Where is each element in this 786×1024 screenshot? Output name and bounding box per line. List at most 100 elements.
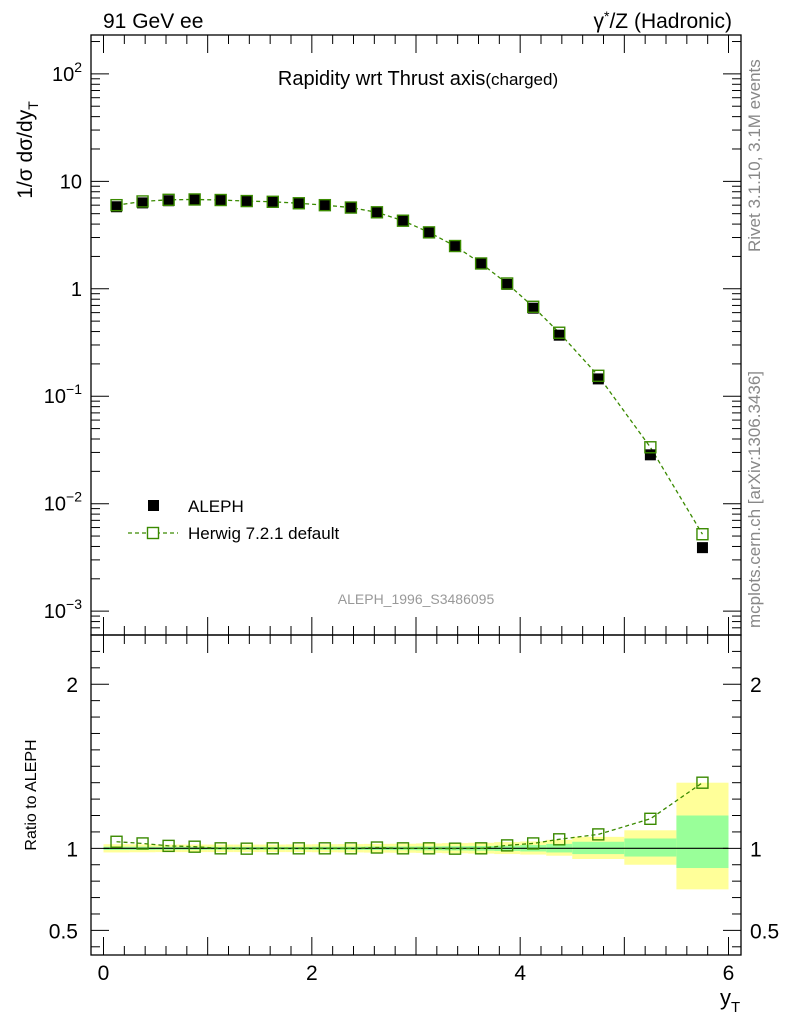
ratio-point <box>292 842 306 855</box>
aleph-point <box>137 197 149 209</box>
ratio-panel: 0.5 0.5 1 1 2 2 0 2 4 6 Ratio to ALEPH yT <box>23 634 779 1016</box>
tick-base: 10 <box>44 494 66 516</box>
herwig-point <box>266 195 279 208</box>
aleph-point <box>553 329 565 341</box>
ratio-point <box>474 842 488 855</box>
herwig-point <box>370 206 384 219</box>
herwig-point <box>696 528 709 541</box>
x-tick-label: 4 <box>514 962 526 985</box>
mcplots-label: mcplots.cern.ch [arXiv:1306.3436] <box>745 371 764 628</box>
tick-base: 10 <box>52 64 74 86</box>
herwig-point <box>592 369 605 382</box>
ratio-point <box>188 840 201 853</box>
ratio-point <box>344 842 358 855</box>
aleph-series <box>111 194 708 554</box>
aleph-point <box>345 202 357 214</box>
tick-base: 10 <box>44 601 66 623</box>
ratio-point <box>396 842 410 855</box>
ratio-point <box>266 842 279 855</box>
herwig-point <box>110 198 123 212</box>
tick-exponent: 2 <box>74 59 82 75</box>
ratio-tick-labels: 0.5 0.5 1 1 2 2 0 2 4 6 <box>49 674 779 985</box>
main-y-tick-label: 1 <box>71 279 82 301</box>
legend-herwig-label: Herwig 7.2.1 default <box>188 524 339 543</box>
ratio-herwig-series <box>110 776 709 855</box>
herwig-point <box>162 193 175 207</box>
aleph-point <box>241 195 253 207</box>
herwig-point <box>448 239 462 253</box>
uncertainty-band-green <box>624 838 677 857</box>
x-tick-label: 6 <box>723 962 735 985</box>
tick-base: 10 <box>60 171 82 193</box>
main-y-tick-label: 10−3 <box>44 596 82 623</box>
herwig-series <box>110 193 709 541</box>
aleph-point <box>475 257 487 269</box>
main-ylabel-sub: T <box>25 101 41 110</box>
ratio-point <box>526 837 540 850</box>
ratio-frame <box>90 634 742 956</box>
tick-exponent: −1 <box>66 381 82 397</box>
aleph-point <box>527 302 539 314</box>
tick-base: 10 <box>44 386 66 408</box>
analysis-id-watermark: ALEPH_1996_S3486095 <box>338 591 495 607</box>
herwig-point <box>240 194 253 208</box>
aleph-point <box>163 195 175 207</box>
header-right: γ*/Z (Hadronic) <box>594 8 732 33</box>
ratio-ticks <box>91 635 741 955</box>
aleph-point <box>397 215 409 227</box>
main-title-text: Rapidity wrt Thrust axis <box>278 68 485 90</box>
aleph-point <box>696 542 708 554</box>
tick-base: 1 <box>71 279 82 301</box>
main-y-tick-label: 10−1 <box>44 381 82 408</box>
aleph-point <box>111 201 123 213</box>
uncertainty-band-green <box>676 815 729 869</box>
herwig-point <box>344 201 358 214</box>
legend-herwig-marker <box>146 526 160 540</box>
main-y-tick-label: 102 <box>52 59 82 86</box>
main-y-axis-label: 1/σ dσ/dyT <box>14 101 41 199</box>
ratio-y-tick-label-right: 0.5 <box>750 920 779 943</box>
ratio-point <box>370 841 384 854</box>
ratio-y-tick-label-right: 1 <box>750 838 762 861</box>
main-y-tick-label: 10−2 <box>44 489 82 516</box>
legend-aleph-marker <box>148 500 159 511</box>
main-title: Rapidity wrt Thrust axis(charged) <box>278 68 558 90</box>
ratio-y-tick-label: 1 <box>66 838 78 861</box>
x-tick-label: 0 <box>98 962 110 985</box>
aleph-point <box>592 373 604 385</box>
x-tick-label: 2 <box>306 962 318 985</box>
aleph-point <box>371 207 383 219</box>
tick-exponent: −3 <box>66 596 82 612</box>
herwig-point <box>526 300 540 313</box>
ratio-point <box>136 837 149 850</box>
main-title-suffix: (charged) <box>485 70 558 89</box>
main-y-tick-label: 10 <box>60 171 82 193</box>
aleph-point <box>189 194 201 206</box>
herwig-point <box>318 198 332 212</box>
herwig-point <box>396 214 410 227</box>
xlabel-text: y <box>720 985 731 1010</box>
ratio-y-tick-label: 2 <box>66 674 78 697</box>
ratio-point <box>696 776 709 789</box>
header-left: 91 GeV ee <box>103 10 203 33</box>
herwig-point <box>553 326 566 339</box>
aleph-point <box>501 278 513 290</box>
legend-aleph-label: ALEPH <box>188 497 244 516</box>
herwig-point <box>136 195 149 208</box>
herwig-point <box>422 226 436 239</box>
aleph-point <box>449 240 461 252</box>
ratio-line-path <box>116 782 703 850</box>
herwig-point <box>500 277 514 290</box>
main-ylabel-text: 1/σ dσ/dy <box>14 109 37 198</box>
ratio-point <box>318 842 332 855</box>
ratio-y-tick-label-right: 2 <box>750 674 762 697</box>
herwig-point <box>644 441 657 454</box>
aleph-point <box>423 226 435 238</box>
main-y-ticks <box>91 41 741 636</box>
aleph-point <box>293 197 305 209</box>
ratio-point <box>214 842 227 855</box>
